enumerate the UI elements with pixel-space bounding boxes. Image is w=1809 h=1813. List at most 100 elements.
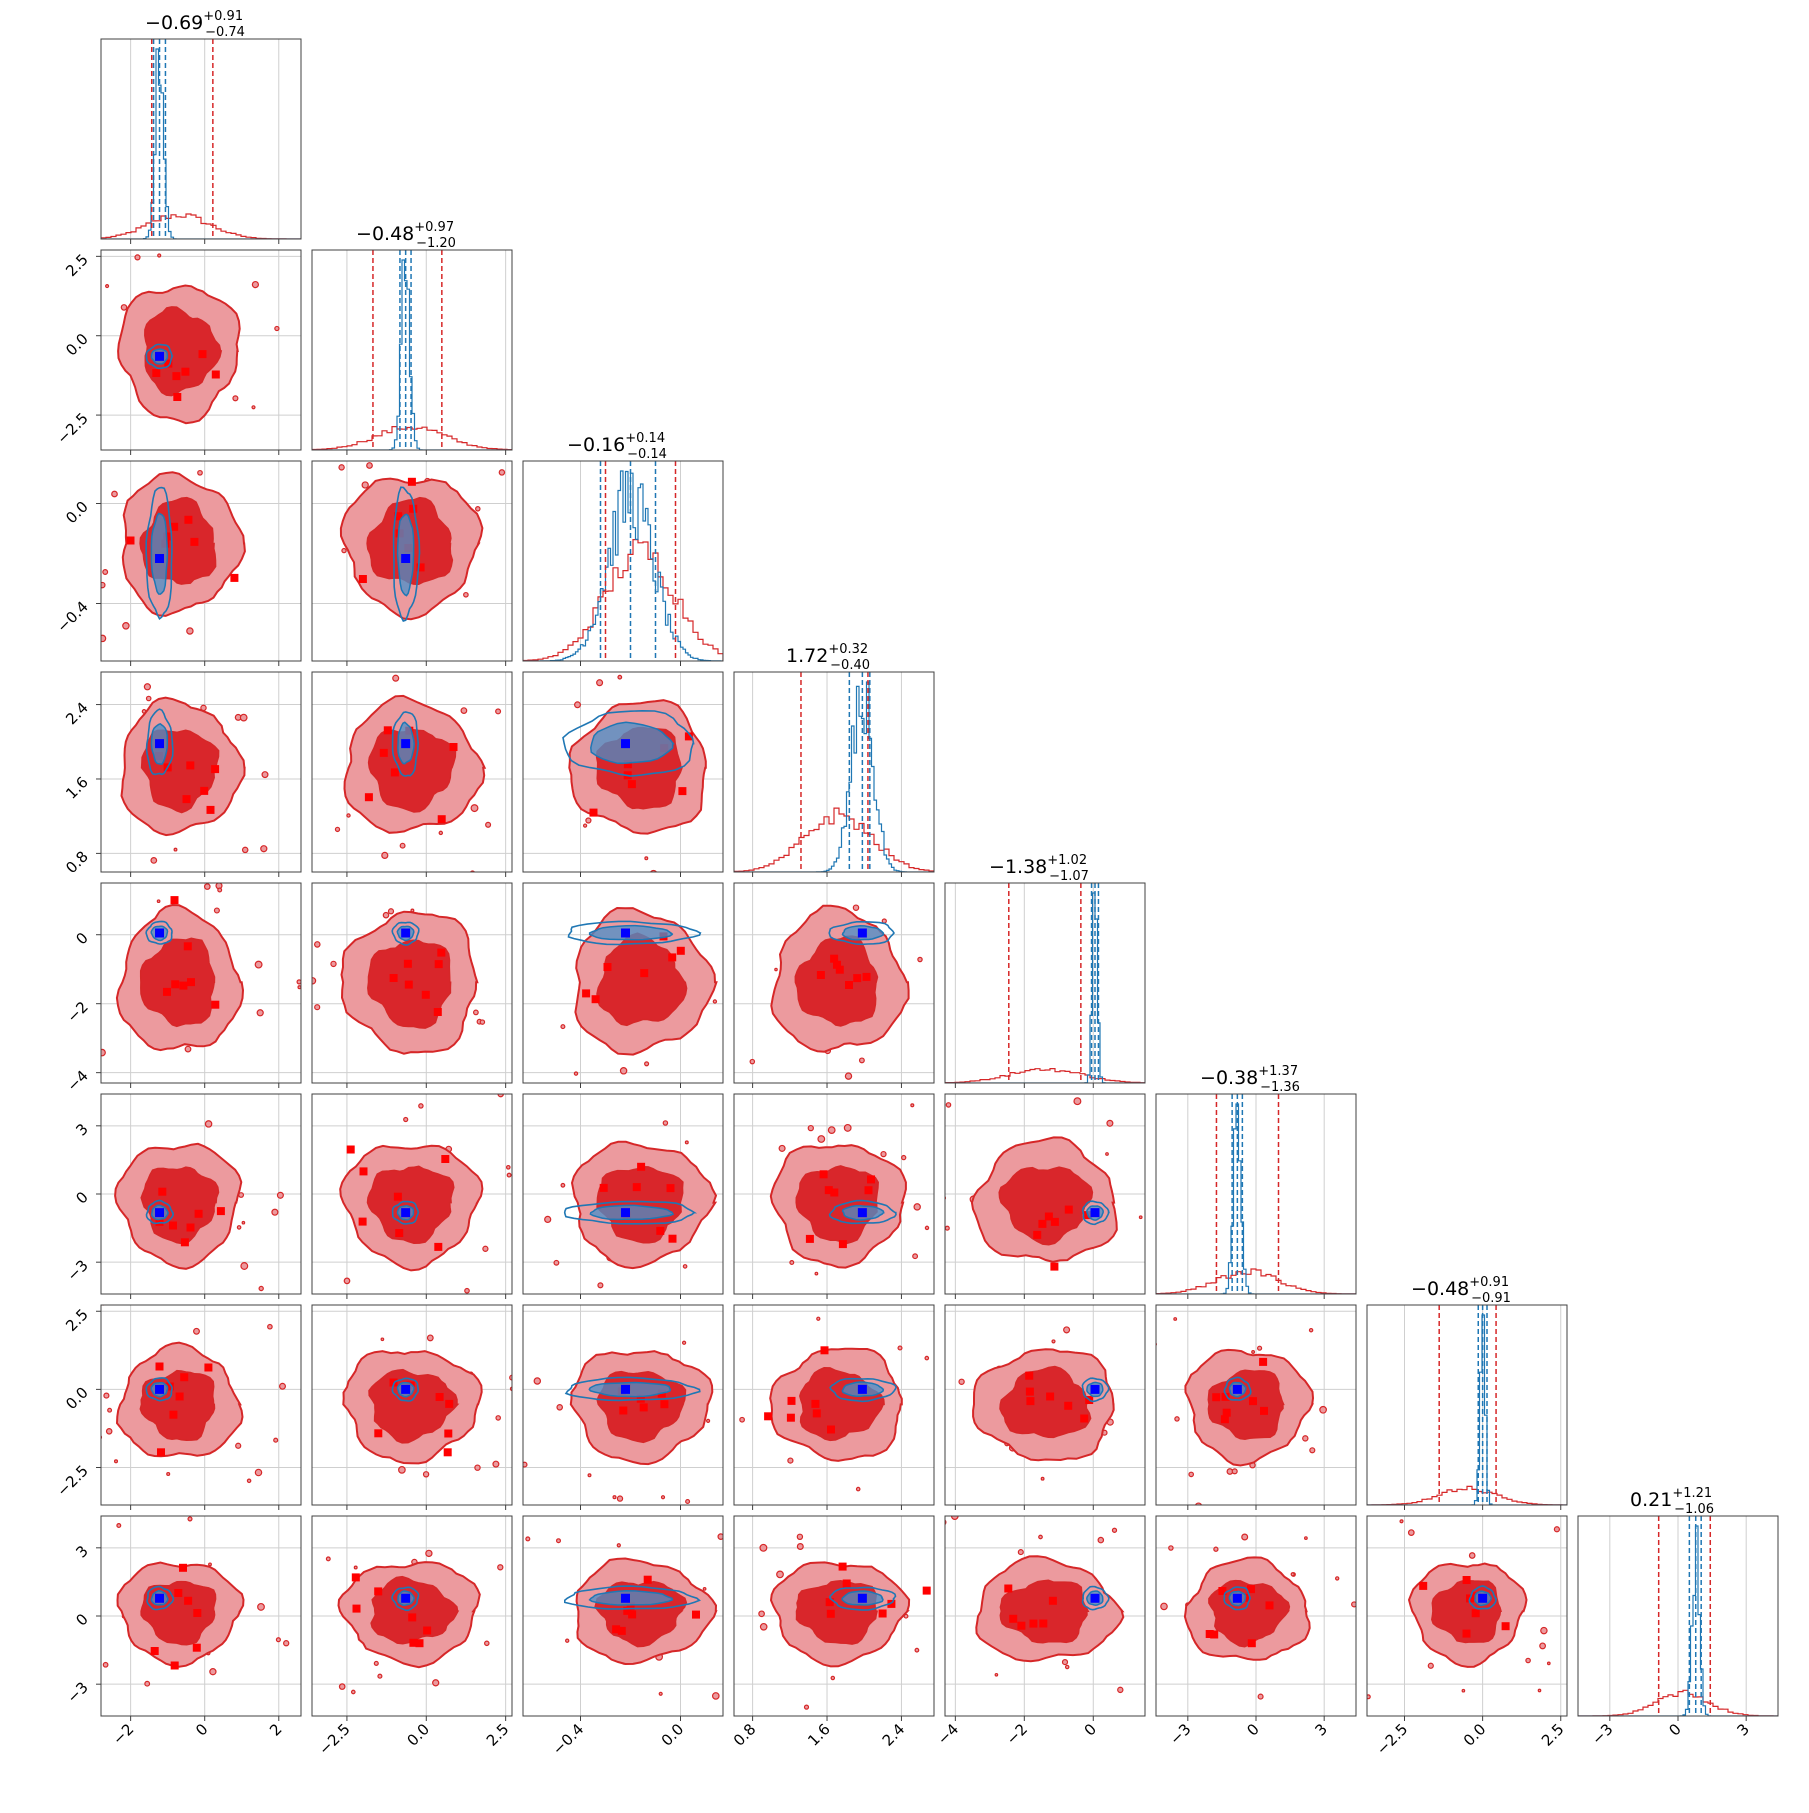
truth-marker	[401, 1593, 411, 1603]
outlier-contour	[166, 1471, 171, 1477]
red-sample-marker	[835, 965, 844, 974]
red-sample-marker	[820, 1346, 829, 1355]
outlier-contour	[203, 883, 211, 890]
red-sample-marker	[656, 1226, 665, 1235]
outlier-contour	[56, 1315, 62, 1321]
blue-contour-outer	[391, 711, 420, 777]
panel-frame	[100, 460, 302, 662]
outlier-contour	[267, 1323, 273, 1330]
red-contour-1sigma	[368, 1368, 460, 1444]
blue-marginal-histogram	[1367, 1314, 1567, 1505]
marginal-title: 1.72+0.32 −0.40	[786, 642, 870, 673]
panel-content	[523, 1094, 723, 1294]
outlier-contour	[565, 1638, 570, 1643]
outlier-contour	[403, 1116, 409, 1123]
outlier-contour	[202, 170, 206, 174]
panel-5-4	[912, 1093, 1179, 1335]
outlier-contour	[102, 569, 109, 575]
blue-contour-outer	[829, 1586, 897, 1611]
red-sample-marker	[1145, 1609, 1153, 1617]
outlier-contour	[933, 1281, 937, 1285]
red-sample-marker	[374, 1587, 383, 1596]
title-minus: −0.91	[1471, 1291, 1511, 1306]
red-sample-marker	[878, 1609, 887, 1618]
truth-marker	[1478, 1593, 1488, 1603]
outlier-contour	[1168, 1545, 1174, 1551]
outlier-contour	[479, 1019, 486, 1025]
outlier-contour	[912, 1230, 918, 1236]
outlier-contour	[116, 1523, 122, 1528]
outlier-contour	[759, 1622, 768, 1631]
outlier-contour	[1194, 1502, 1203, 1505]
outlier-contour	[712, 999, 718, 1004]
panel-content	[945, 1516, 1153, 1716]
panel-content	[56, 1085, 301, 1321]
outlier-contour	[343, 1277, 351, 1285]
outlier-contour	[682, 1264, 688, 1269]
outlier-contour	[746, 912, 752, 918]
truth-marker	[155, 351, 165, 361]
outlier-contour	[348, 904, 351, 907]
outlier-contour	[1302, 1435, 1309, 1442]
red-sample-marker	[157, 1448, 165, 1457]
red-sample-marker	[786, 1413, 795, 1422]
outlier-contour	[880, 1506, 884, 1510]
outlier-contour	[125, 1094, 130, 1099]
truth-marker	[621, 739, 630, 749]
panel-3-2	[522, 671, 724, 877]
outlier-contour	[509, 1374, 512, 1381]
outlier-contour	[377, 1673, 383, 1679]
title-plus: +1.21	[1672, 1486, 1712, 1501]
outlier-contour	[583, 1507, 589, 1513]
outlier-contour	[105, 1120, 110, 1125]
outlier-contour	[1172, 1328, 1179, 1335]
y-tick-label: 0.0	[62, 1383, 92, 1413]
red-sample-marker	[626, 1602, 635, 1611]
outlier-contour	[937, 1501, 943, 1507]
red-sample-marker	[389, 974, 398, 982]
red-sample-marker	[174, 1589, 183, 1597]
outlier-contour	[528, 1181, 533, 1186]
panel-frame	[522, 1515, 724, 1717]
outlier-contour	[97, 1085, 102, 1090]
outlier-contour	[498, 469, 506, 476]
outlier-contour	[360, 622, 364, 626]
red-sample-marker	[230, 573, 239, 582]
outlier-contour	[334, 826, 341, 833]
panel-frame	[100, 882, 302, 1084]
panel-frame	[311, 1093, 513, 1295]
outlier-contour	[994, 1672, 999, 1677]
red-contour-1sigma	[367, 729, 457, 813]
outlier-contour	[506, 1172, 512, 1178]
outlier-contour	[306, 644, 312, 650]
red-sample-marker	[666, 1184, 675, 1193]
outlier-contour	[553, 1259, 560, 1266]
red-sample-marker	[352, 1604, 361, 1613]
red-sample-marker	[1046, 1392, 1055, 1401]
red-sample-marker	[1004, 1584, 1013, 1593]
panel-content	[734, 883, 934, 1083]
outlier-contour	[278, 1382, 287, 1390]
title-minus: −1.36	[1260, 1080, 1300, 1095]
x-tick-label: 3	[1312, 1720, 1331, 1739]
blue-contour-outer	[1223, 1586, 1251, 1611]
title-median: 1.72	[786, 645, 828, 667]
outlier-contour	[105, 284, 110, 289]
title-plus: +1.02	[1047, 853, 1087, 868]
red-contour-1sigma	[998, 1166, 1094, 1246]
outlier-contour	[858, 1057, 865, 1064]
outlier-contour	[102, 1661, 109, 1668]
outlier-contour	[1539, 1642, 1547, 1650]
red-sample-marker	[204, 1363, 213, 1372]
red-sample-marker	[211, 1000, 220, 1009]
red-sample-marker	[435, 1393, 444, 1401]
outlier-contour	[560, 1182, 566, 1188]
blue-contour-outer	[146, 1585, 175, 1611]
red-sample-marker	[126, 536, 135, 545]
blue-contour-outer	[391, 1200, 420, 1225]
outlier-contour	[101, 634, 107, 643]
red-sample-marker	[192, 1643, 201, 1652]
panel-content	[734, 672, 934, 872]
outlier-contour	[1546, 1661, 1551, 1666]
